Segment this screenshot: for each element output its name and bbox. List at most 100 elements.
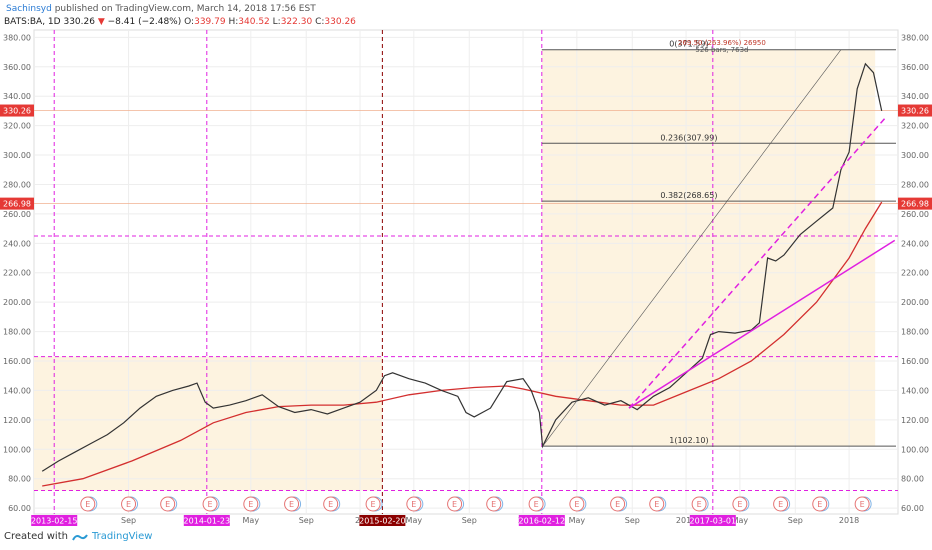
date-marker-label: 2017-03-01 bbox=[690, 517, 737, 526]
earnings-label: E bbox=[411, 500, 416, 509]
y-tick-label-left: 240.00 bbox=[3, 239, 31, 248]
y-tick-label-right: 60.00 bbox=[901, 504, 924, 513]
y-tick-label-right: 200.00 bbox=[901, 298, 929, 307]
earnings-marker-icon bbox=[649, 496, 665, 512]
down-arrow-icon: ▼ bbox=[97, 17, 105, 27]
low-label: L: bbox=[272, 17, 281, 27]
earnings-label: E bbox=[860, 500, 865, 509]
earnings-marker-icon bbox=[486, 496, 502, 512]
measure-label-1: 269.50 (263.96%) 26950 bbox=[678, 39, 766, 47]
x-tick-label: Sep bbox=[625, 516, 640, 525]
y-tick-label-left: 100.00 bbox=[3, 445, 31, 454]
date-marker-label: 2015-02-20 bbox=[359, 517, 406, 526]
earnings-label: E bbox=[737, 500, 742, 509]
price-axis-label-left: 266.98 bbox=[3, 200, 31, 209]
earnings-marker-icon bbox=[812, 496, 828, 512]
footer: Created with TradingView bbox=[4, 531, 152, 542]
earnings-marker-icon bbox=[323, 496, 339, 512]
y-tick-label-right: 240.00 bbox=[901, 239, 929, 248]
y-tick-label-right: 320.00 bbox=[901, 122, 929, 131]
price-change: −8.41 (−2.48%) bbox=[107, 17, 182, 27]
y-tick-label-left: 140.00 bbox=[3, 386, 31, 395]
y-tick-label-right: 280.00 bbox=[901, 180, 929, 189]
earnings-marker-icon bbox=[691, 496, 707, 512]
earnings-label: E bbox=[289, 500, 294, 509]
fib-level-label: 1(102.10) bbox=[669, 436, 708, 445]
date-marker-label: 2013-02-15 bbox=[31, 517, 78, 526]
date-marker-badge bbox=[31, 515, 78, 526]
y-tick-label-right: 120.00 bbox=[901, 416, 929, 425]
y-tick-label-left: 200.00 bbox=[3, 298, 31, 307]
earnings-label: E bbox=[697, 500, 702, 509]
fib-level-label: 0.382(268.65) bbox=[660, 191, 717, 200]
earnings-label: E bbox=[248, 500, 253, 509]
y-tick-label-left: 220.00 bbox=[3, 269, 31, 278]
price-axis-badge-right bbox=[898, 104, 932, 117]
created-with-text: Created with bbox=[4, 531, 68, 542]
shaded-region bbox=[34, 356, 383, 491]
earnings-marker-icon bbox=[773, 496, 789, 512]
earnings-label: E bbox=[85, 500, 90, 509]
y-tick-label-right: 300.00 bbox=[901, 151, 929, 160]
y-tick-label-left: 180.00 bbox=[3, 328, 31, 337]
y-tick-label-right: 160.00 bbox=[901, 357, 929, 366]
shaded-region bbox=[541, 49, 876, 447]
x-tick-label: Sep bbox=[462, 516, 477, 525]
price-axis-label-right: 266.98 bbox=[901, 200, 929, 209]
price-axis-badge-left bbox=[0, 197, 34, 210]
earnings-marker-icon bbox=[569, 496, 585, 512]
earnings-marker-icon bbox=[160, 496, 176, 512]
y-tick-label-right: 360.00 bbox=[901, 63, 929, 72]
x-tick-label: Sep bbox=[788, 516, 803, 525]
earnings-label: E bbox=[126, 500, 131, 509]
y-tick-label-left: 120.00 bbox=[3, 416, 31, 425]
tradingview-brand[interactable]: TradingView bbox=[91, 531, 153, 542]
earnings-label: E bbox=[165, 500, 170, 509]
price-axis-label-left: 330.26 bbox=[3, 107, 31, 116]
close-label: C: bbox=[315, 17, 325, 27]
earnings-marker-icon bbox=[447, 496, 463, 512]
y-tick-label-left: 260.00 bbox=[3, 210, 31, 219]
y-tick-label-left: 60.00 bbox=[8, 504, 31, 513]
earnings-label: E bbox=[574, 500, 579, 509]
publish-date: published on TradingView.com, March 14, … bbox=[54, 4, 316, 14]
earnings-marker-icon bbox=[406, 496, 422, 512]
author-link[interactable]: Sachinsyd bbox=[6, 4, 52, 14]
price-axis-badge-left bbox=[0, 104, 34, 117]
y-tick-label-left: 340.00 bbox=[3, 92, 31, 101]
x-tick-label: May bbox=[569, 516, 586, 525]
date-marker-badge bbox=[689, 515, 736, 526]
y-tick-label-right: 80.00 bbox=[901, 475, 924, 484]
date-marker-label: 2014-01-23 bbox=[184, 517, 231, 526]
earnings-label: E bbox=[328, 500, 333, 509]
publish-info: Sachinsyd published on TradingView.com, … bbox=[6, 4, 316, 14]
date-marker-badge bbox=[183, 515, 230, 526]
x-tick-label: May bbox=[243, 516, 260, 525]
x-tick-label: 2018 bbox=[839, 516, 859, 525]
fib-level-label: 0.236(307.99) bbox=[660, 133, 717, 142]
y-tick-label-left: 320.00 bbox=[3, 122, 31, 131]
open-value: 339.79 bbox=[194, 17, 226, 27]
date-marker-badge bbox=[518, 515, 565, 526]
date-marker-label: 2016-02-12 bbox=[519, 517, 566, 526]
earnings-marker-icon bbox=[365, 496, 381, 512]
tradingview-logo-icon bbox=[72, 533, 88, 540]
moving-average-line bbox=[42, 201, 883, 487]
earnings-label: E bbox=[491, 500, 496, 509]
fib-level-label: 0(371.59) bbox=[669, 40, 708, 49]
y-tick-label-left: 160.00 bbox=[3, 357, 31, 366]
y-tick-label-left: 280.00 bbox=[3, 180, 31, 189]
trend-line bbox=[542, 49, 842, 447]
earnings-marker-icon bbox=[284, 496, 300, 512]
x-tick-label: Sep bbox=[299, 516, 314, 525]
earnings-label: E bbox=[534, 500, 539, 509]
x-tick-label: May bbox=[406, 516, 423, 525]
y-tick-label-left: 380.00 bbox=[3, 33, 31, 42]
y-tick-label-left: 80.00 bbox=[8, 475, 31, 484]
price-axis-label-right: 330.26 bbox=[901, 107, 929, 116]
earnings-label: E bbox=[208, 500, 213, 509]
y-tick-label-right: 180.00 bbox=[901, 328, 929, 337]
earnings-label: E bbox=[778, 500, 783, 509]
y-tick-label-right: 220.00 bbox=[901, 269, 929, 278]
